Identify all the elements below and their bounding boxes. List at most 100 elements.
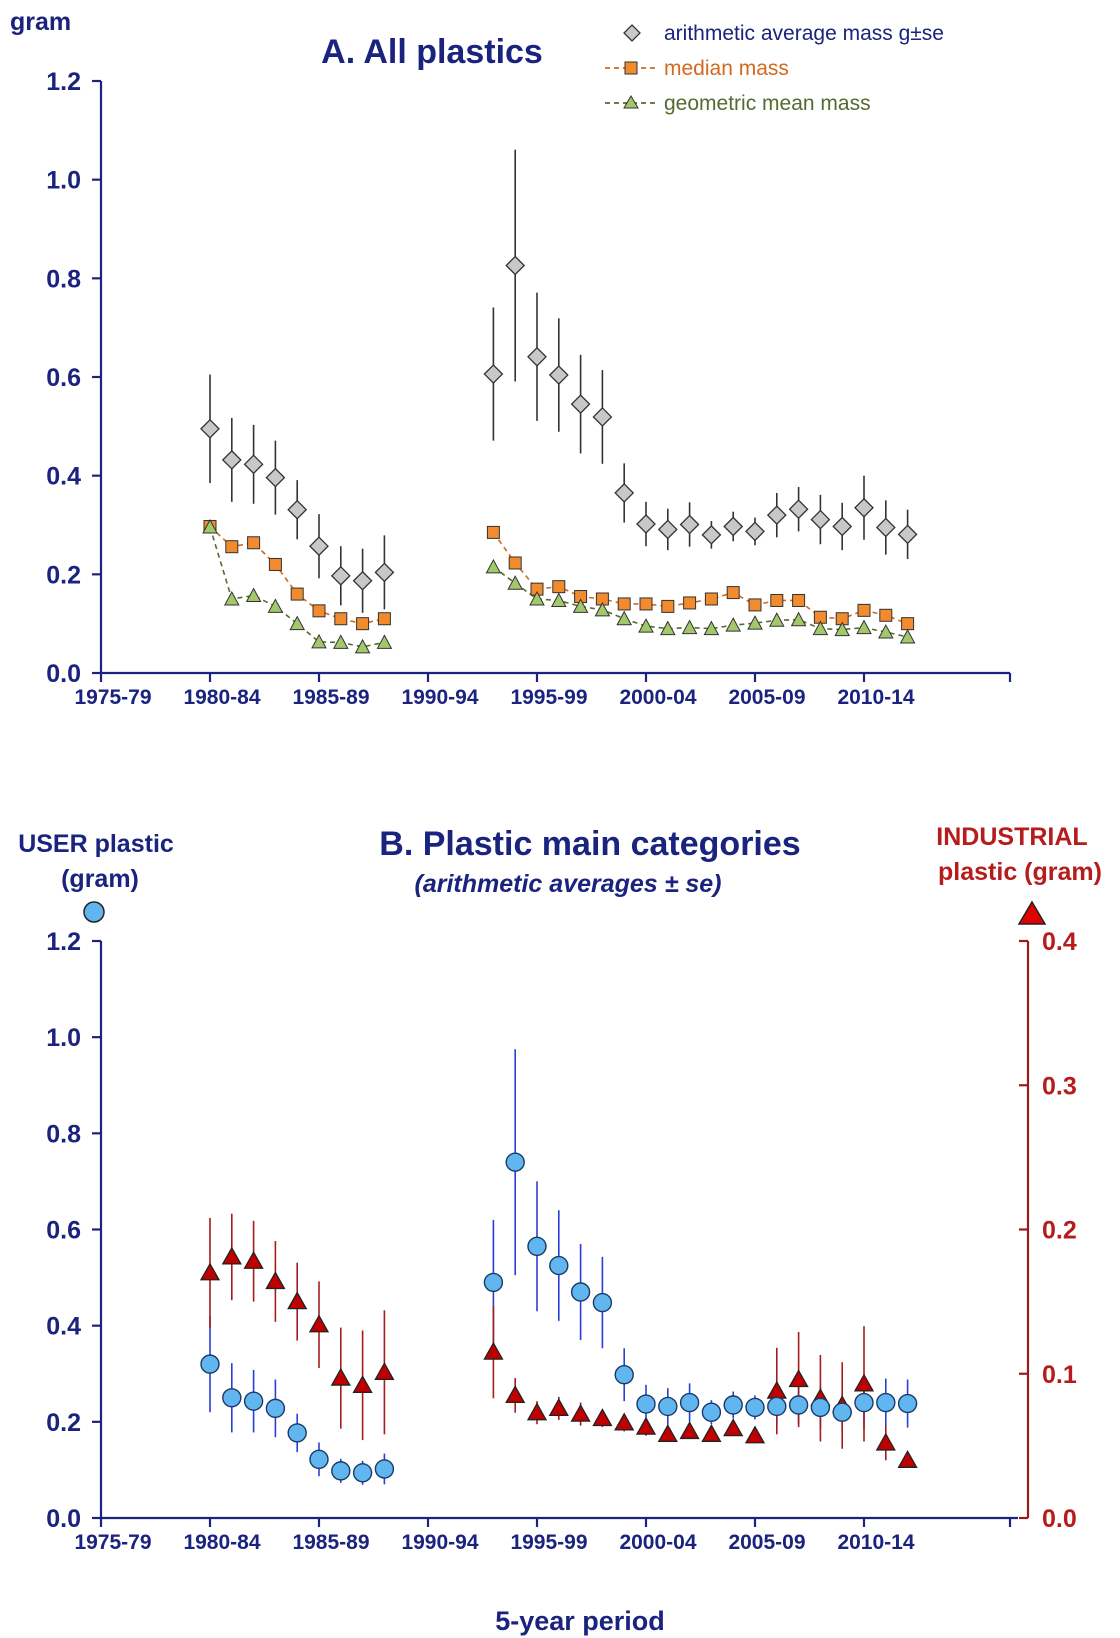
point-industrial-plastic <box>853 1373 875 1392</box>
point-median-mass <box>748 598 762 612</box>
point-arithmetic-average-mass-g-se <box>505 255 526 276</box>
point-user-plastic <box>854 1392 874 1413</box>
panel-b-left-axis-label-line1: USER plastic <box>18 830 174 858</box>
point-median-mass <box>639 597 653 611</box>
point-user-plastic <box>483 1272 504 1293</box>
panel-b-right-y-tick-label: 0.3 <box>1042 1072 1077 1100</box>
point-arithmetic-average-mass-g-se <box>636 514 656 534</box>
panel-b-x-tick-label: 2005-09 <box>728 1531 805 1554</box>
point-median-mass <box>792 593 806 607</box>
point-median-mass <box>486 525 500 539</box>
point-geometric-mean-mass <box>289 615 306 631</box>
point-geometric-mean-mass <box>267 598 284 613</box>
point-user-plastic <box>222 1388 242 1408</box>
point-geometric-mean-mass <box>659 620 676 636</box>
panel-a-y-tick-label: 1.0 <box>46 167 81 195</box>
panel-b-right-axis-label-line1: INDUSTRIAL <box>936 823 1087 851</box>
point-industrial-plastic <box>570 1403 591 1422</box>
point-industrial-plastic <box>287 1291 308 1310</box>
point-user-plastic <box>876 1392 896 1413</box>
point-industrial-plastic <box>548 1398 569 1417</box>
point-industrial-plastic <box>308 1314 330 1333</box>
point-arithmetic-average-mass-g-se <box>548 365 569 385</box>
panel-b-left-y-tick-label: 1.0 <box>46 1024 81 1052</box>
point-geometric-mean-mass <box>725 617 742 632</box>
panel-b-x-ticks: 1975-79 1980-84 1985-89 1990-94 1995-99 2000-… <box>74 1518 1012 1554</box>
point-arithmetic-average-mass-g-se <box>287 499 308 520</box>
point-arithmetic-average-mass-g-se <box>221 449 242 470</box>
point-industrial-plastic <box>483 1341 504 1360</box>
point-arithmetic-average-mass-g-se <box>679 514 700 535</box>
point-arithmetic-average-mass-g-se <box>309 536 329 557</box>
point-arithmetic-average-mass-g-se <box>592 407 613 427</box>
point-median-mass <box>334 612 348 626</box>
legend-item-median: median mass <box>605 57 789 80</box>
point-arithmetic-average-mass-g-se <box>657 519 678 540</box>
point-geometric-mean-mass <box>572 598 589 613</box>
point-geometric-mean-mass <box>202 518 218 534</box>
point-geometric-mean-mass <box>354 638 371 654</box>
point-arithmetic-average-mass-g-se <box>330 565 351 586</box>
point-geometric-mean-mass <box>332 634 349 649</box>
panel-b-left-y-tick-label: 1.2 <box>46 928 81 956</box>
point-arithmetic-average-mass-g-se <box>854 497 874 518</box>
panel-b-x-tick-label: 1985-89 <box>292 1531 369 1554</box>
panel-b-right-axis-triangle-icon <box>1017 900 1047 925</box>
panel-a-y-tick-label: 1.2 <box>46 68 81 96</box>
point-industrial-plastic <box>243 1250 264 1269</box>
point-median-mass <box>901 617 915 631</box>
panel-b-x-tick-label: 2010-14 <box>837 1531 914 1554</box>
panel-b-left-axis-label-line2: (gram) <box>61 865 139 893</box>
point-median-mass <box>770 593 784 607</box>
point-arithmetic-average-mass-g-se <box>200 418 220 439</box>
panel-b-left-y-tick-label: 0.8 <box>46 1120 81 1148</box>
point-median-mass <box>508 556 522 570</box>
point-industrial-plastic <box>875 1432 896 1451</box>
point-user-plastic <box>243 1391 264 1411</box>
legend-square-marker <box>624 61 638 75</box>
point-arithmetic-average-mass-g-se <box>745 521 765 542</box>
point-user-plastic <box>331 1461 351 1481</box>
point-user-plastic <box>679 1392 700 1413</box>
panel-b-left-axis-circle-icon <box>83 901 105 923</box>
point-user-plastic <box>374 1459 395 1479</box>
point-industrial-plastic <box>221 1246 242 1265</box>
point-arithmetic-average-mass-g-se <box>810 509 831 530</box>
panel-a-x-tick-label: 2000-04 <box>619 686 696 709</box>
point-industrial-plastic <box>614 1412 635 1431</box>
panel-b-x-tick-label: 1975-79 <box>74 1531 151 1554</box>
point-arithmetic-average-mass-g-se <box>832 516 853 537</box>
point-median-mass <box>661 599 675 613</box>
point-geometric-mean-mass <box>638 618 654 633</box>
point-geometric-mean-mass <box>747 615 763 630</box>
panel-a-x-tick-label: 1975-79 <box>74 686 151 709</box>
point-arithmetic-average-mass-g-se <box>701 524 722 545</box>
point-arithmetic-average-mass-g-se <box>265 467 286 488</box>
panel-b-x-tick-label: 2000-04 <box>619 1531 696 1554</box>
point-median-mass <box>857 603 871 617</box>
point-industrial-plastic <box>657 1424 678 1442</box>
point-median-mass <box>552 580 566 594</box>
point-user-plastic <box>832 1402 852 1422</box>
point-arithmetic-average-mass-g-se <box>570 394 591 415</box>
point-geometric-mean-mass <box>812 620 829 636</box>
point-user-plastic <box>658 1396 678 1417</box>
point-arithmetic-average-mass-g-se <box>527 346 547 367</box>
point-median-mass <box>879 608 893 622</box>
panel-a-ylabel: gram <box>10 8 71 36</box>
panel-a-y-tick-label: 0.8 <box>46 265 81 293</box>
panel-a-y-tick-label: 0.6 <box>46 364 81 392</box>
point-geometric-mean-mass <box>485 558 502 574</box>
panel-a-x-tick-label: 1985-89 <box>292 686 369 709</box>
point-industrial-plastic <box>526 1402 548 1421</box>
panel-b-right-y-tick-label: 0.1 <box>1042 1361 1077 1389</box>
point-arithmetic-average-mass-g-se <box>243 454 264 475</box>
point-industrial-plastic <box>374 1361 395 1380</box>
point-arithmetic-average-mass-g-se <box>766 505 787 526</box>
point-user-plastic <box>810 1397 831 1418</box>
point-user-plastic <box>897 1393 918 1414</box>
point-geometric-mean-mass <box>703 620 720 636</box>
panel-a-y-tick-label: 0.4 <box>46 463 81 491</box>
point-geometric-mean-mass <box>616 610 633 626</box>
point-industrial-plastic <box>723 1418 744 1437</box>
